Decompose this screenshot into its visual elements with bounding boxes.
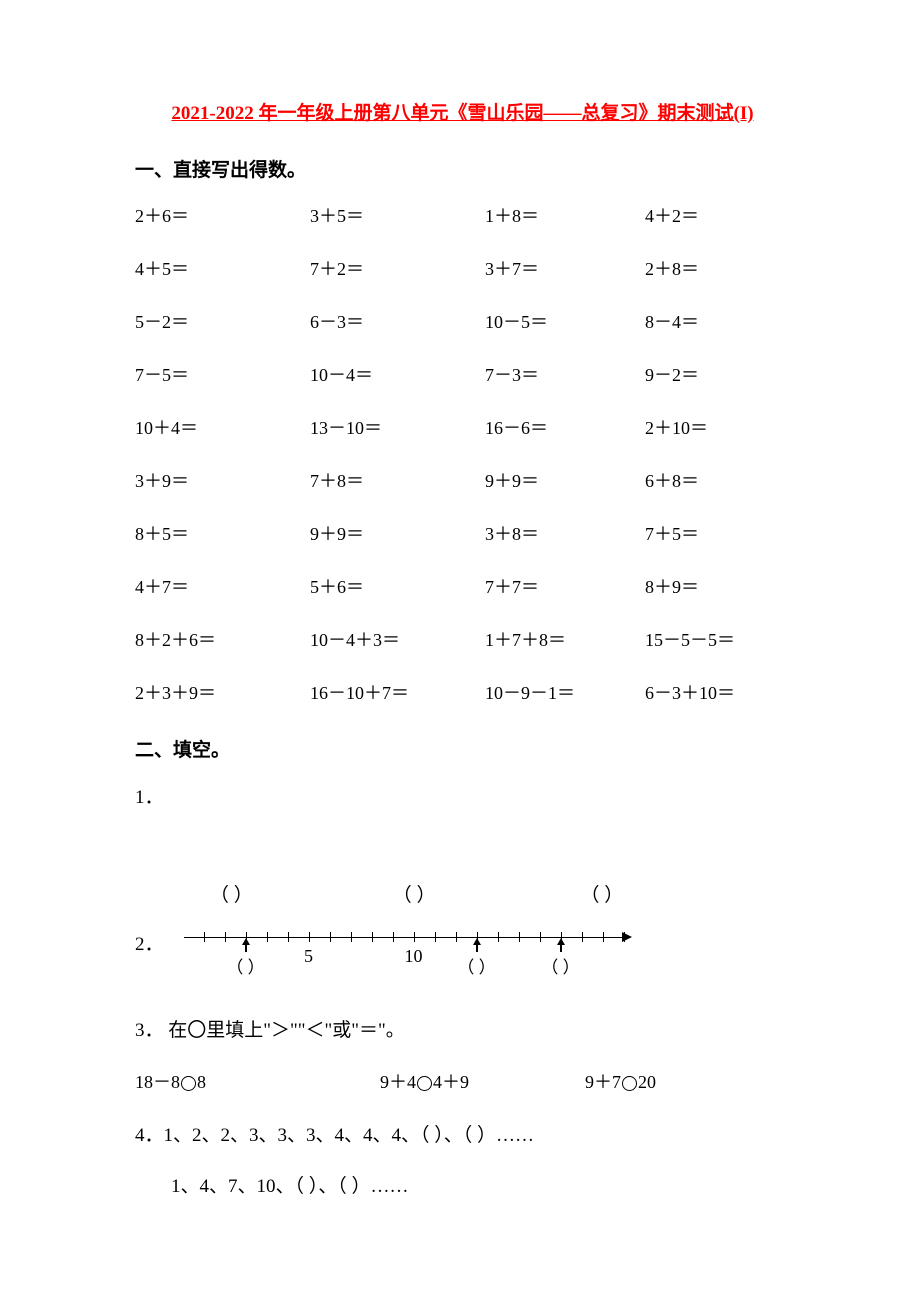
math-problem: 16－6＝ — [485, 415, 645, 442]
q1-number: 1． — [135, 784, 790, 813]
math-problem: 3＋9＝ — [135, 468, 310, 495]
number-line-tick — [267, 932, 268, 942]
math-problem: 2＋8＝ — [645, 256, 785, 283]
math-problem: 6＋8＝ — [645, 468, 785, 495]
number-line-label: 5 — [304, 943, 313, 970]
compare-circle — [622, 1076, 637, 1091]
math-problem: 8－4＝ — [645, 309, 785, 336]
comparison-item: 9＋4 4＋9 — [380, 1069, 585, 1096]
number-line-tick — [393, 932, 394, 942]
q4-line2: 1、4、7、10、（ ）、（ ）…… — [135, 1173, 790, 1202]
math-problem: 1＋7＋8＝ — [485, 627, 645, 654]
number-line-blank: （ ） — [457, 955, 495, 981]
q2-number: 2． — [135, 919, 164, 960]
math-problem: 7－5＝ — [135, 362, 310, 389]
math-problem: 7＋7＝ — [485, 574, 645, 601]
q4-number: 4． — [135, 1125, 164, 1146]
comparison-item: 18－8 8 — [135, 1069, 380, 1096]
fill-blank: （ ） — [210, 882, 253, 911]
math-problem: 9＋9＝ — [310, 521, 485, 548]
q4-line1: 4．1、2、2、3、3、3、4、4、4、（ ）、（ ）…… — [135, 1122, 790, 1151]
math-problem: 10＋4＝ — [135, 415, 310, 442]
math-problem: 5－2＝ — [135, 309, 310, 336]
math-problem: 2＋10＝ — [645, 415, 785, 442]
comparison-item: 9＋7 20 — [585, 1069, 735, 1096]
q2-row: 2． 5 10 （ ） （ ） （ ） — [135, 919, 790, 979]
number-line-tick — [498, 932, 499, 942]
math-problem: 4＋7＝ — [135, 574, 310, 601]
number-line-label: 10 — [405, 943, 423, 970]
q4-sequence-1: 1、2、2、3、3、3、4、4、4、（ ）、（ ）…… — [164, 1125, 535, 1146]
number-line-tick — [225, 932, 226, 942]
comparison-left: 18－8 — [135, 1072, 180, 1092]
number-line-tick — [288, 932, 289, 942]
number-line-tick — [204, 932, 205, 942]
math-problem: 16－10＋7＝ — [310, 680, 485, 707]
number-line-tick — [351, 932, 352, 942]
math-problem: 9－2＝ — [645, 362, 785, 389]
math-problem: 7＋2＝ — [310, 256, 485, 283]
math-problem: 13－10＝ — [310, 415, 485, 442]
math-problem: 10－9－1＝ — [485, 680, 645, 707]
math-problem: 8＋2＋6＝ — [135, 627, 310, 654]
math-problem: 10－4＝ — [310, 362, 485, 389]
number-line-tick — [624, 932, 625, 942]
number-line-pointer — [242, 938, 250, 952]
comparison-right: 20 — [638, 1072, 656, 1092]
math-problem: 6－3＝ — [310, 309, 485, 336]
number-line-pointer — [473, 938, 481, 952]
compare-circle — [417, 1076, 432, 1091]
math-problem: 8＋9＝ — [645, 574, 785, 601]
math-problem: 3＋5＝ — [310, 203, 485, 230]
math-problem: 2＋3＋9＝ — [135, 680, 310, 707]
section-2-header: 二、填空。 — [135, 737, 790, 766]
number-line-blank: （ ） — [541, 955, 579, 981]
number-line-tick — [414, 932, 415, 942]
math-problem: 15－5－5＝ — [645, 627, 785, 654]
math-problem: 4＋5＝ — [135, 256, 310, 283]
number-line-pointer — [557, 938, 565, 952]
q3-instructions: 在〇里填上"＞""＜"或"＝"。 — [168, 1020, 405, 1041]
comparison-left: 9＋7 — [585, 1072, 621, 1092]
math-problems-grid: 2＋6＝3＋5＝1＋8＝4＋2＝ 4＋5＝7＋2＝3＋7＝2＋8＝ 5－2＝6－3＝… — [135, 203, 790, 707]
math-problem: 2＋6＝ — [135, 203, 310, 230]
q1-blanks-row: （ ） （ ） （ ） — [135, 882, 790, 911]
math-problem: 3＋7＝ — [485, 256, 645, 283]
number-line: 5 10 （ ） （ ） （ ） — [184, 919, 644, 979]
comparison-right: 4＋9 — [433, 1072, 469, 1092]
q3-header: 3． 在〇里填上"＞""＜"或"＝"。 — [135, 1017, 790, 1046]
number-line-tick — [519, 932, 520, 942]
math-problem: 1＋8＝ — [485, 203, 645, 230]
number-line-tick — [309, 932, 310, 942]
comparison-left: 9＋4 — [380, 1072, 416, 1092]
number-line-tick — [330, 932, 331, 942]
number-line-blank: （ ） — [226, 955, 264, 981]
compare-circle — [181, 1076, 196, 1091]
q3-items-row: 18－8 8 9＋4 4＋9 9＋7 20 — [135, 1069, 790, 1096]
number-line-tick — [582, 932, 583, 942]
math-problem: 7－3＝ — [485, 362, 645, 389]
number-line-tick — [456, 932, 457, 942]
math-problem: 6－3＋10＝ — [645, 680, 785, 707]
fill-blank: （ ） — [393, 882, 436, 911]
section-1-header: 一、直接写出得数。 — [135, 157, 790, 186]
number-line-tick — [603, 932, 604, 942]
number-line-tick — [540, 932, 541, 942]
number-line-tick — [372, 932, 373, 942]
q3-number: 3． — [135, 1020, 168, 1041]
fill-blank: （ ） — [581, 882, 624, 911]
math-problem: 7＋8＝ — [310, 468, 485, 495]
math-problem: 5＋6＝ — [310, 574, 485, 601]
number-line-tick — [435, 932, 436, 942]
math-problem: 7＋5＝ — [645, 521, 785, 548]
math-problem: 10－4＋3＝ — [310, 627, 485, 654]
math-problem: 8＋5＝ — [135, 521, 310, 548]
math-problem: 9＋9＝ — [485, 468, 645, 495]
comparison-right: 8 — [197, 1072, 206, 1092]
worksheet-title: 2021-2022 年一年级上册第八单元《雪山乐园——总复习》期末测试(I) — [135, 100, 790, 129]
math-problem: 3＋8＝ — [485, 521, 645, 548]
math-problem: 4＋2＝ — [645, 203, 785, 230]
math-problem: 10－5＝ — [485, 309, 645, 336]
